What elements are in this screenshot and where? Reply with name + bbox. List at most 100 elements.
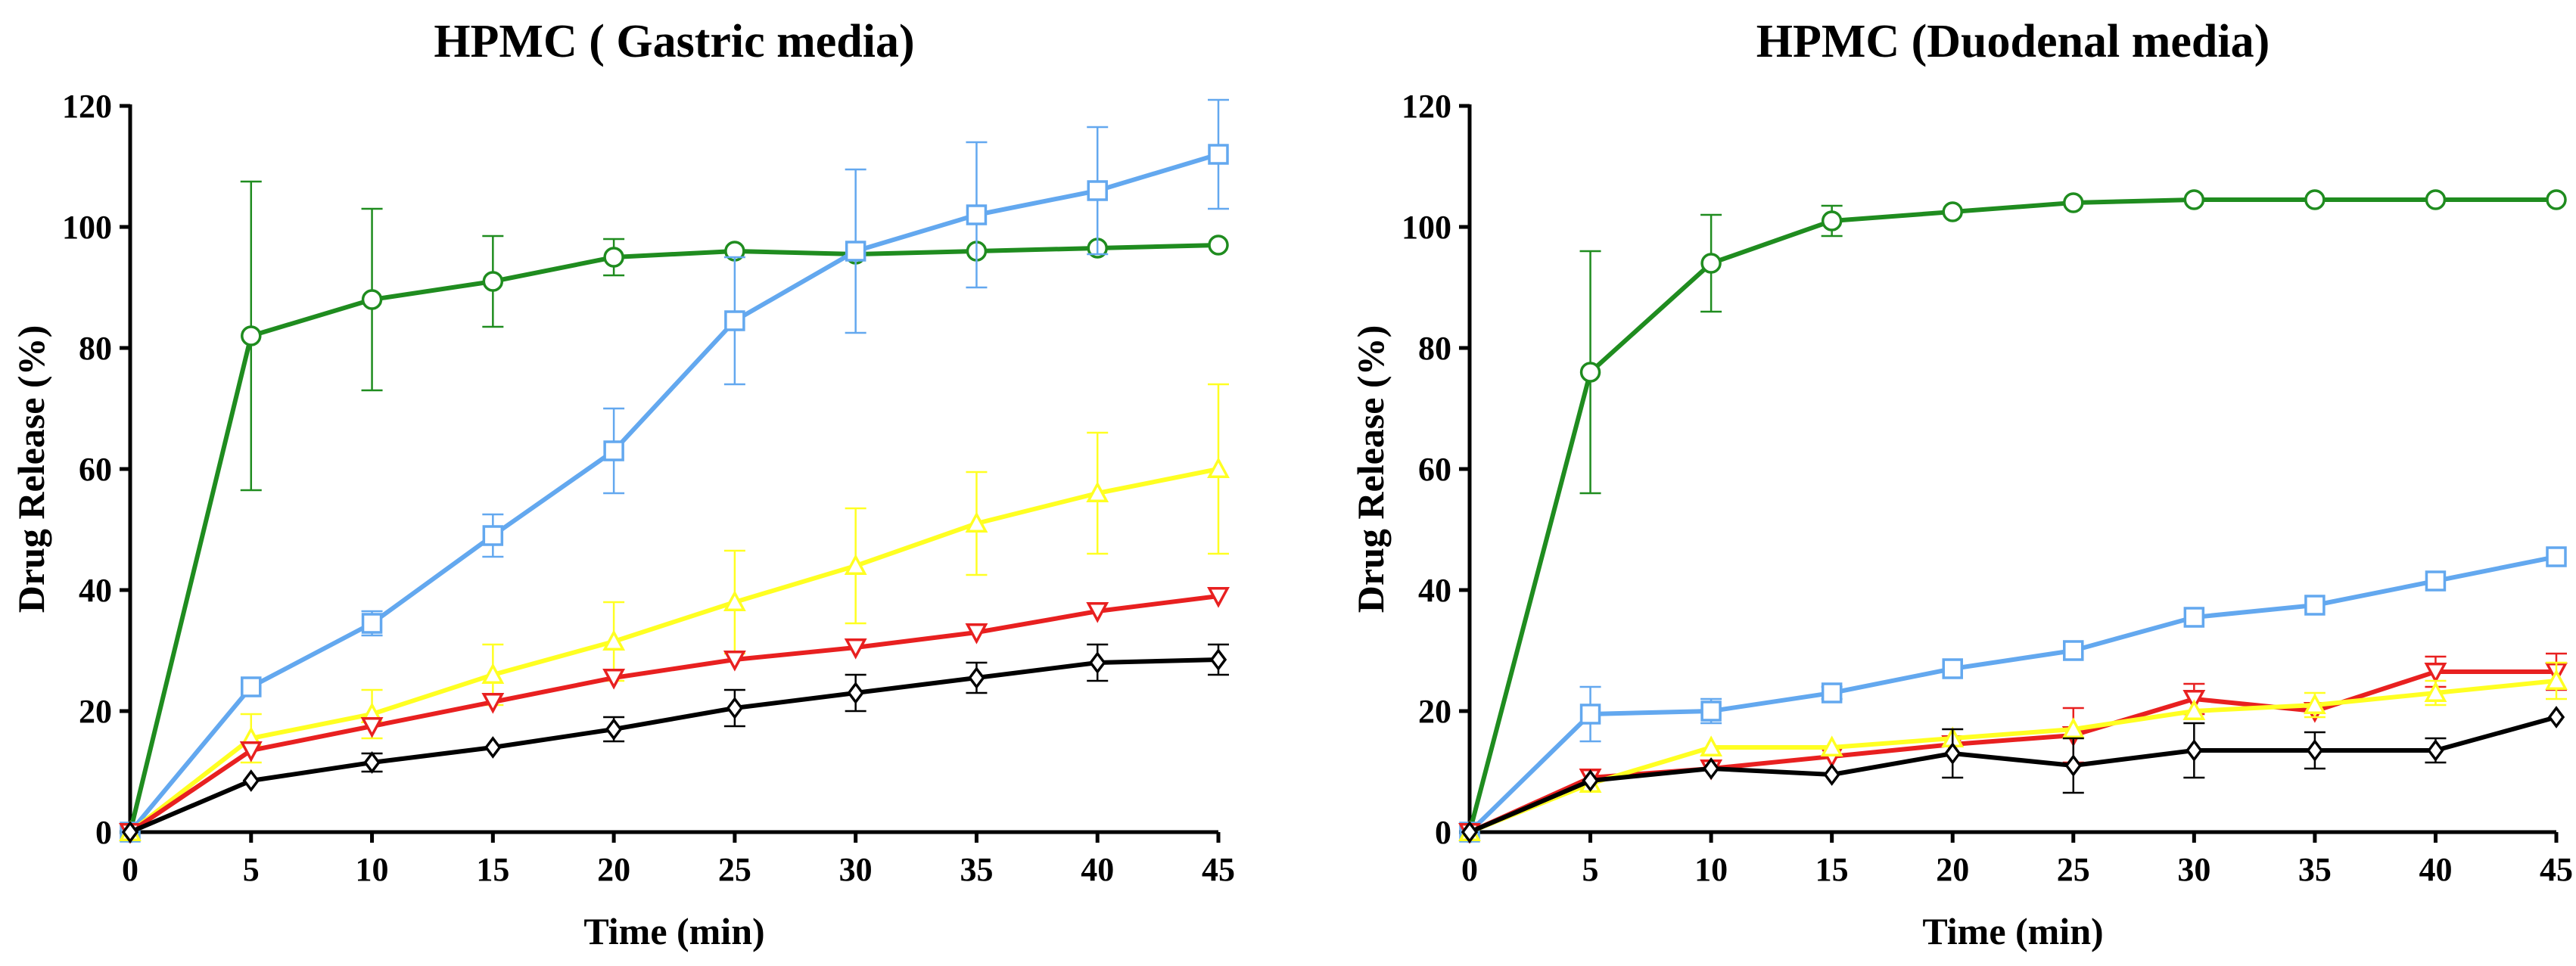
data-point-black: [242, 769, 260, 792]
data-point-black: [1702, 757, 1720, 780]
chart-panel-2: HPMC (Duodenal media) 0 20 40 60 80 100 120 0 5 10…: [1349, 16, 2573, 952]
data-point-yellow: [602, 629, 626, 651]
x-tick-label: 0: [1461, 851, 1478, 888]
data-point-black: [1209, 648, 1227, 671]
data-point-black: [2427, 739, 2444, 762]
series-green: [1459, 189, 2567, 843]
x-tick-label: 0: [122, 851, 138, 888]
data-point-red: [481, 693, 505, 714]
x-tick-label: 20: [1936, 851, 1969, 888]
x-tick-label: 15: [1815, 851, 1849, 888]
x-tick-label: 40: [2419, 851, 2452, 888]
data-point-yellow: [844, 554, 867, 575]
data-point-yellow: [2545, 669, 2568, 690]
data-point-black: [1089, 651, 1106, 674]
chart-title: HPMC (Duodenal media): [1756, 16, 2270, 67]
data-point-red: [965, 623, 988, 645]
data-point-green: [2063, 192, 2084, 213]
series-line-green: [1467, 197, 2556, 833]
data-point-black: [1944, 742, 1962, 765]
data-point-blue: [361, 613, 383, 634]
data-point-blue: [966, 204, 988, 225]
data-point-black: [605, 718, 623, 741]
data-point-yellow: [1207, 457, 1230, 478]
data-point-green: [2183, 189, 2205, 210]
data-point-blue: [2546, 546, 2567, 567]
data-point-red: [239, 741, 263, 763]
data-point-blue: [482, 525, 504, 546]
data-point-black: [847, 682, 864, 704]
y-tick-label: 20: [1418, 693, 1451, 730]
data-point-yellow: [1086, 481, 1109, 502]
data-point-blue: [1700, 700, 1722, 722]
x-tick-label: 25: [718, 851, 751, 888]
x-tick-label: 35: [960, 851, 993, 888]
series-blue: [120, 98, 1229, 843]
data-point-black: [363, 751, 381, 774]
y-axis-title: Drug Release (%): [10, 325, 52, 613]
data-point-yellow: [965, 511, 988, 533]
data-point-red: [602, 669, 626, 690]
data-point-green: [1208, 235, 1229, 256]
data-point-yellow: [723, 590, 746, 611]
data-point-red: [1086, 602, 1109, 623]
series-red: [119, 587, 1230, 844]
data-point-blue: [1579, 704, 1601, 725]
data-point-blue: [1087, 180, 1108, 201]
y-tick-label: 40: [1418, 572, 1451, 609]
data-point-green: [1579, 362, 1601, 383]
data-point-blue: [2425, 570, 2447, 592]
series-line-black: [1468, 715, 2557, 834]
series-line-yellow: [1468, 679, 2557, 834]
data-point-black: [1823, 763, 1840, 786]
data-point-black: [2547, 706, 2565, 728]
data-point-green: [1942, 201, 1963, 222]
x-tick-label: 25: [2057, 851, 2090, 888]
data-point-green: [2425, 189, 2447, 210]
series-blue: [1459, 546, 2567, 843]
data-point-green: [603, 247, 624, 268]
data-point-black: [1461, 821, 1479, 843]
data-point-blue: [241, 676, 262, 697]
x-tick-label: 30: [2177, 851, 2210, 888]
series-line-green: [128, 243, 1219, 833]
data-point-green: [2546, 189, 2567, 210]
chart-panel-1: HPMC ( Gastric media) 0 20 40 60 80 100 120 0 5 10…: [10, 16, 1235, 952]
y-tick-label: 20: [79, 693, 112, 730]
data-point-yellow: [2182, 699, 2206, 720]
data-point-blue: [603, 440, 624, 461]
x-tick-label: 10: [1694, 851, 1728, 888]
y-tick-label: 60: [1418, 451, 1451, 488]
data-point-black: [2306, 739, 2324, 762]
data-point-black: [1582, 769, 1599, 792]
data-point-blue: [2063, 640, 2084, 661]
x-tick-label: 15: [476, 851, 509, 888]
series-line-black: [129, 657, 1219, 834]
x-tick-label: 45: [2540, 851, 2573, 888]
data-point-red: [1207, 587, 1230, 608]
x-axis-title: Time (min): [583, 910, 764, 952]
data-point-blue: [1208, 144, 1229, 165]
data-point-green: [2304, 189, 2326, 210]
data-point-yellow: [1820, 735, 1843, 756]
data-point-blue: [2304, 595, 2326, 616]
y-tick-label: 80: [1418, 330, 1451, 367]
x-tick-label: 40: [1081, 851, 1114, 888]
data-point-black: [2064, 754, 2082, 777]
data-point-blue: [2183, 607, 2205, 628]
y-tick-label: 0: [1435, 814, 1451, 851]
data-point-green: [1700, 253, 1722, 274]
x-tick-label: 5: [243, 851, 260, 888]
data-point-red: [844, 638, 867, 660]
x-tick-label: 35: [2298, 851, 2332, 888]
series-line-red: [129, 594, 1219, 834]
data-point-black: [726, 697, 744, 719]
series-black: [121, 643, 1229, 843]
data-point-yellow: [1700, 735, 1723, 756]
data-point-green: [1821, 210, 1843, 231]
y-tick-label: 120: [62, 88, 112, 125]
x-tick-label: 5: [1582, 851, 1599, 888]
y-tick-label: 80: [79, 330, 112, 367]
